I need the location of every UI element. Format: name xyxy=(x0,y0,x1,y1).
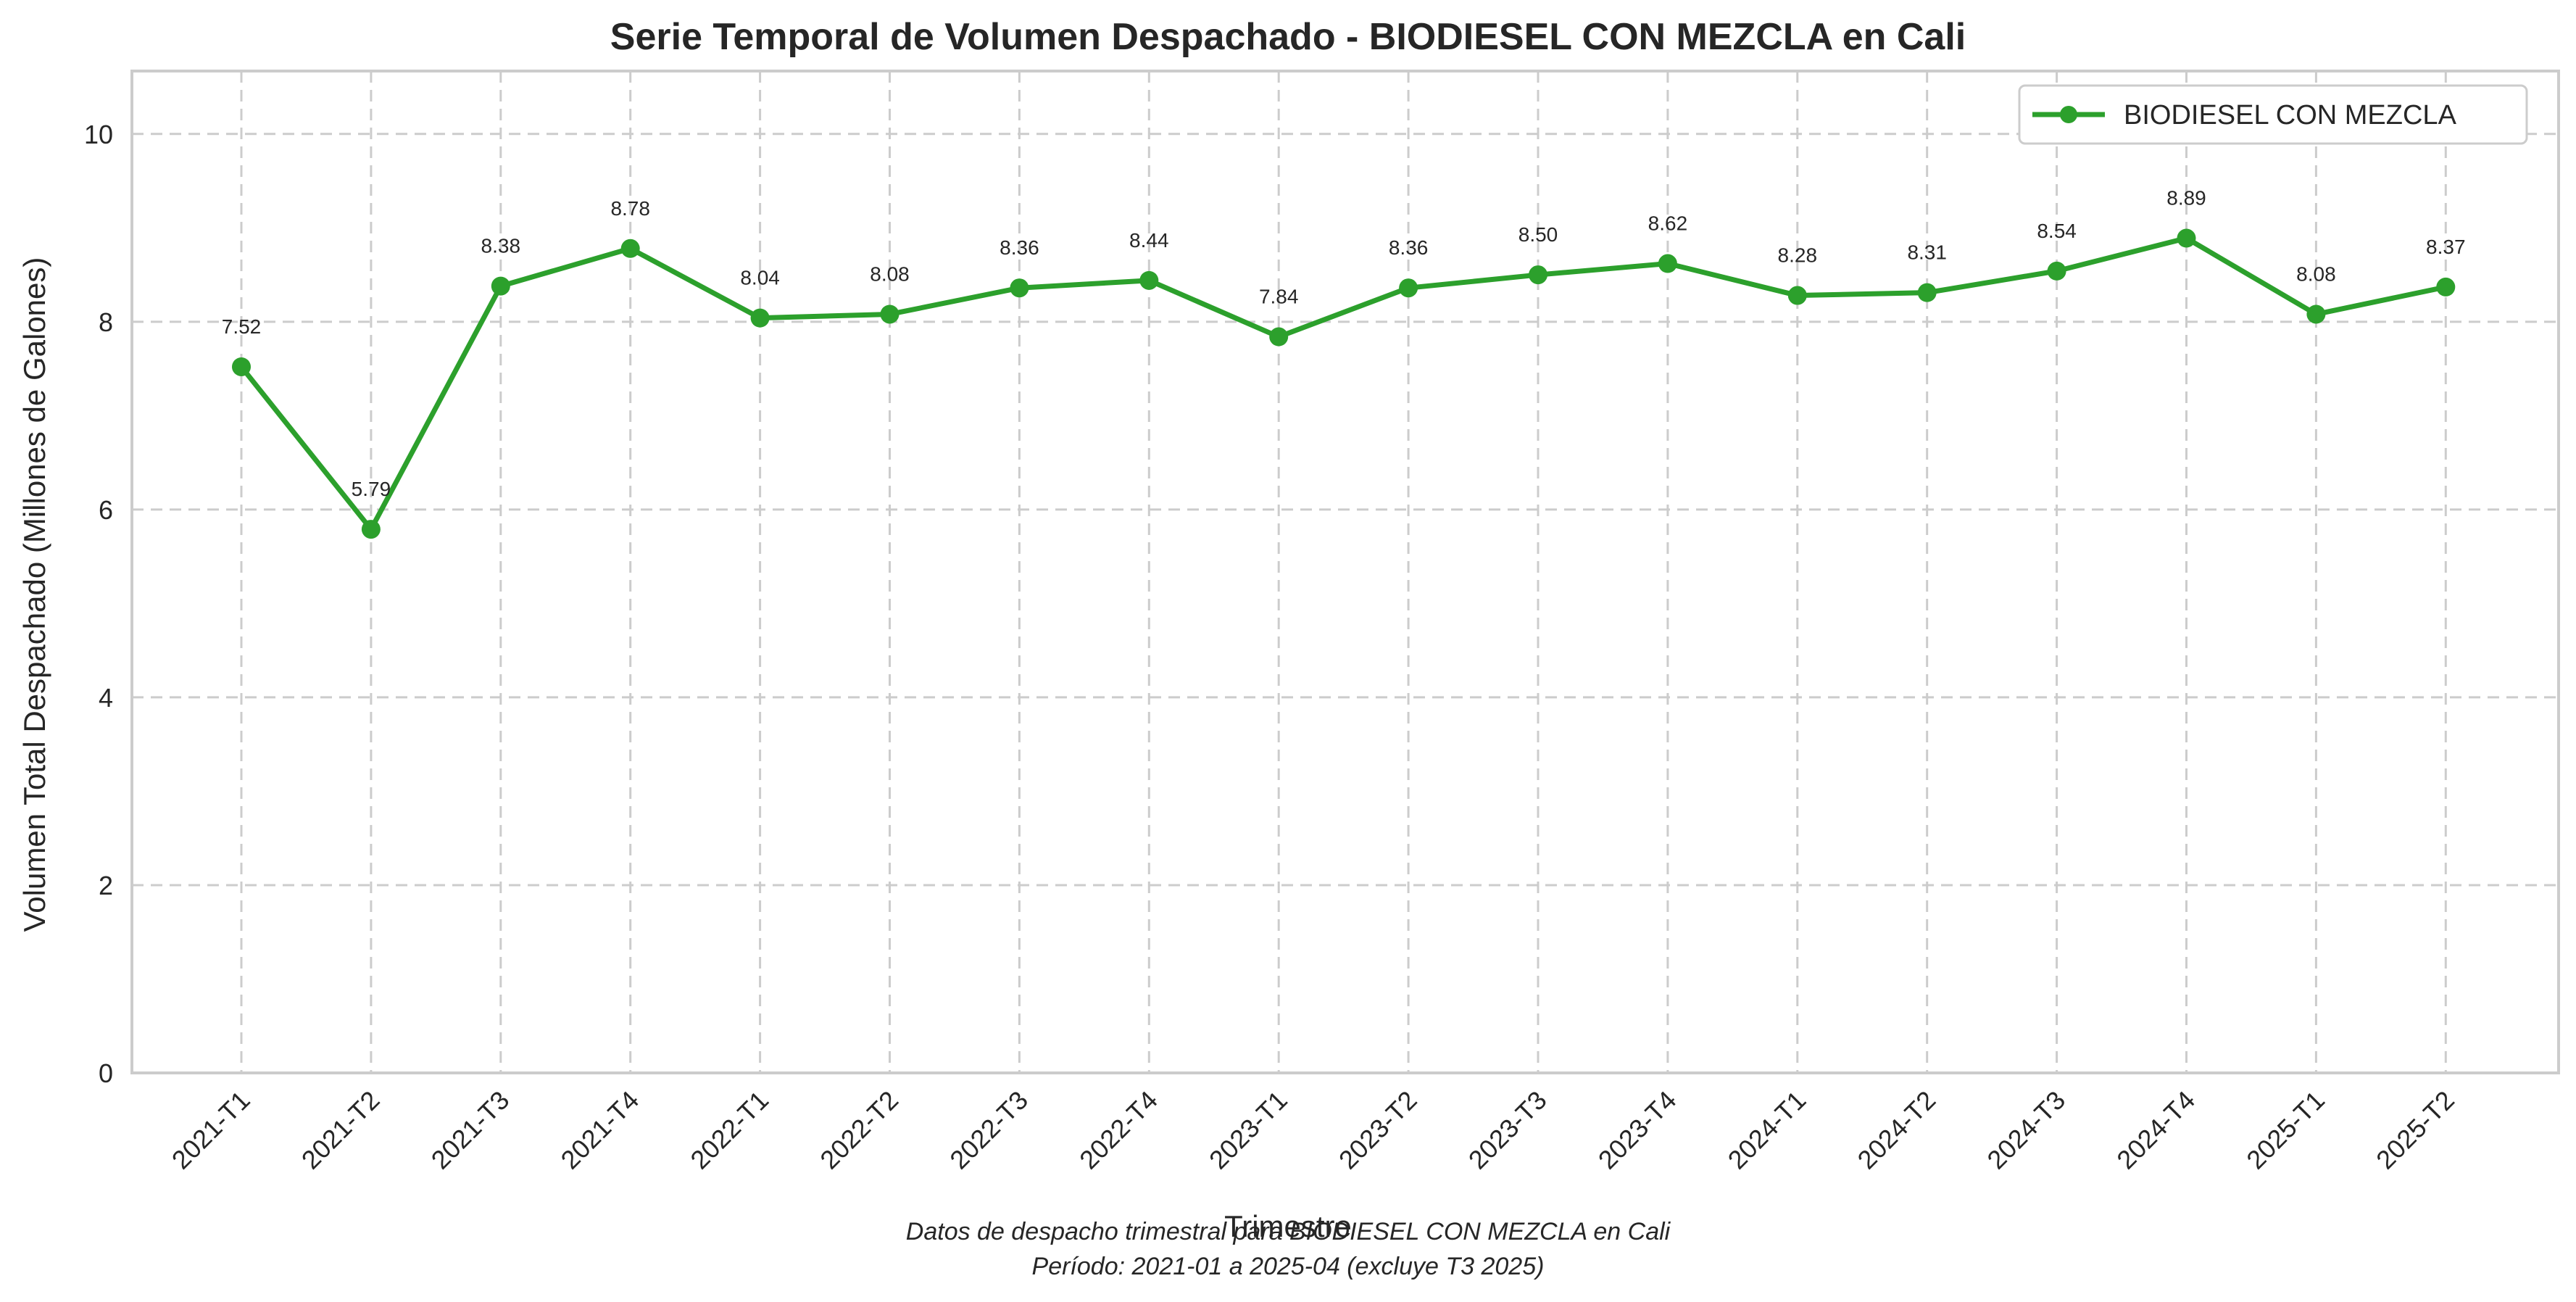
data-point xyxy=(232,357,251,376)
series-line xyxy=(239,236,2447,532)
data-point xyxy=(620,239,640,258)
data-point xyxy=(1399,278,1418,298)
chart-title: Serie Temporal de Volumen Despachado - B… xyxy=(610,16,1966,58)
data-label: 8.44 xyxy=(1129,229,1169,252)
x-tick-label: 2023-T3 xyxy=(1463,1085,1553,1175)
y-axis-label: Volumen Total Despachado (Millones de Ga… xyxy=(17,257,51,932)
x-tick-label: 2021-T3 xyxy=(425,1085,515,1175)
data-label: 8.37 xyxy=(2426,236,2466,258)
data-labels: 7.52 5.79 8.38 8.78 8.04 8.08 8.36 8.44 7.84 8.36… xyxy=(222,187,2466,501)
x-tick-label: 2022-T3 xyxy=(944,1085,1034,1175)
data-label: 8.38 xyxy=(481,235,521,257)
legend: BIODIESEL CON MEZCLA xyxy=(2018,84,2528,145)
data-label: 8.28 xyxy=(1778,244,1818,267)
y-tick-label: 2 xyxy=(99,871,113,900)
x-tick-label: 2022-T4 xyxy=(1073,1085,1163,1175)
data-label: 8.62 xyxy=(1648,212,1688,235)
data-label: 8.04 xyxy=(740,267,780,289)
legend-label: BIODIESEL CON MEZCLA xyxy=(2124,100,2457,130)
y-tick-label: 0 xyxy=(99,1058,113,1088)
x-tick-label: 2024-T4 xyxy=(2111,1085,2201,1175)
y-tick-label: 8 xyxy=(99,307,113,337)
legend-box xyxy=(2018,84,2528,145)
data-label: 7.84 xyxy=(1259,286,1299,308)
data-point xyxy=(2047,261,2066,281)
data-point xyxy=(750,308,770,328)
data-point xyxy=(1269,327,1289,347)
data-point xyxy=(2306,304,2326,324)
data-label: 8.31 xyxy=(1907,241,1947,264)
x-tick-label: 2022-T1 xyxy=(684,1085,774,1175)
data-label: 8.36 xyxy=(1389,236,1429,259)
data-point xyxy=(1787,286,1807,305)
x-axis-label: Trimestre xyxy=(1224,1209,1352,1243)
x-tick-label: 2023-T4 xyxy=(1592,1085,1682,1175)
data-label: 8.50 xyxy=(1518,223,1558,246)
y-tick-label: 6 xyxy=(99,495,113,525)
data-point xyxy=(1139,270,1159,290)
x-tick-label: 2021-T1 xyxy=(166,1085,256,1175)
x-axis-ticks: 2021-T1 2021-T2 2021-T3 2021-T4 2022-T1 2022-… xyxy=(166,1085,2460,1175)
caption-line-2: Período: 2021-01 a 2025-04 (excluye T3 2… xyxy=(1032,1253,1545,1280)
x-tick-label: 2022-T2 xyxy=(814,1085,904,1175)
x-tick-label: 2023-T2 xyxy=(1333,1085,1423,1175)
x-tick-label: 2021-T4 xyxy=(555,1085,645,1175)
data-label: 8.36 xyxy=(1000,236,1039,259)
data-point xyxy=(1658,254,1677,273)
data-point xyxy=(2436,277,2456,297)
data-point xyxy=(1010,278,1029,298)
x-tick-label: 2021-T2 xyxy=(296,1085,386,1175)
caption-line-1: Datos de despacho trimestral para BIODIE… xyxy=(906,1218,1671,1245)
data-point xyxy=(1917,283,1937,302)
y-tick-label: 4 xyxy=(99,683,113,713)
y-tick-label: 10 xyxy=(84,120,113,149)
data-label: 8.08 xyxy=(2296,262,2336,285)
data-point xyxy=(361,520,381,539)
data-point xyxy=(2177,228,2196,248)
x-tick-label: 2024-T1 xyxy=(1722,1085,1812,1175)
x-tick-label: 2024-T2 xyxy=(1852,1085,1942,1175)
plot-frame xyxy=(130,70,2560,1074)
data-label: 8.78 xyxy=(610,197,650,220)
data-point xyxy=(491,276,510,296)
x-tick-label: 2023-T1 xyxy=(1203,1085,1293,1175)
data-label: 8.89 xyxy=(2166,187,2206,210)
grid xyxy=(132,71,2559,1074)
x-tick-label: 2025-T2 xyxy=(2370,1085,2460,1175)
x-tick-label: 2024-T3 xyxy=(1981,1085,2071,1175)
y-axis-ticks: 0 2 4 6 8 10 xyxy=(84,120,113,1088)
data-label: 7.52 xyxy=(222,315,262,338)
data-point xyxy=(880,304,899,324)
series-layer xyxy=(232,228,2456,539)
data-point xyxy=(1529,265,1547,285)
data-label: 8.54 xyxy=(2037,220,2077,242)
x-tick-label: 2025-T1 xyxy=(2240,1085,2330,1175)
data-label: 8.08 xyxy=(870,262,910,285)
legend-marker-swatch xyxy=(2060,106,2077,123)
data-label: 5.79 xyxy=(352,478,391,500)
